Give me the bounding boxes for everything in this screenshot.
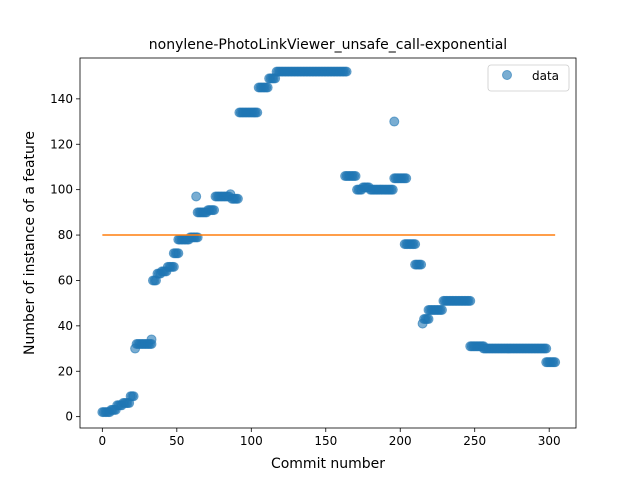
data-point — [410, 239, 421, 250]
legend-label: data — [532, 69, 559, 83]
x-tick-label: 200 — [389, 434, 412, 448]
scatter-series-data — [97, 66, 561, 418]
plot-layer — [97, 66, 561, 418]
data-point — [436, 304, 447, 315]
x-tick-label: 300 — [538, 434, 561, 448]
y-tick-label: 20 — [58, 364, 73, 378]
chart-title: nonylene-PhotoLinkViewer_unsafe_call-exp… — [149, 37, 507, 53]
y-tick-label: 60 — [58, 273, 73, 287]
y-tick-label: 140 — [50, 92, 73, 106]
x-tick-label: 50 — [169, 434, 184, 448]
data-point — [232, 193, 243, 204]
legend-marker — [502, 70, 512, 80]
data-point — [350, 171, 361, 182]
y-tick-label: 100 — [50, 183, 73, 197]
data-point — [423, 314, 434, 325]
data-point — [465, 295, 476, 306]
data-point — [541, 343, 552, 354]
data-point — [128, 391, 139, 402]
y-tick-label: 0 — [65, 410, 73, 424]
x-tick-label: 0 — [99, 434, 107, 448]
x-tick-label: 250 — [463, 434, 486, 448]
data-point — [401, 173, 412, 184]
data-point — [389, 116, 400, 127]
data-point — [341, 66, 352, 77]
data-point — [146, 334, 157, 345]
y-tick-label: 40 — [58, 319, 73, 333]
data-point — [416, 259, 427, 270]
data-point — [191, 191, 202, 202]
y-axis-ticks: 0 20 40 60 80 100 120 140 — [50, 92, 80, 424]
x-tick-label: 100 — [240, 434, 263, 448]
data-point — [252, 107, 263, 118]
data-point — [387, 184, 398, 195]
x-tick-label: 150 — [314, 434, 337, 448]
y-tick-label: 120 — [50, 137, 73, 151]
data-point — [209, 205, 220, 216]
y-tick-label: 80 — [58, 228, 73, 242]
x-axis-label: Commit number — [271, 456, 385, 472]
data-point — [192, 232, 203, 243]
x-axis-ticks: 0 50 100 150 200 250 300 — [99, 428, 561, 448]
data-point — [262, 82, 273, 93]
data-point — [168, 261, 179, 272]
data-point — [550, 357, 561, 368]
y-axis-label: Number of instance of a feature — [22, 131, 38, 355]
data-point — [173, 248, 184, 259]
axes-frame — [79, 57, 577, 429]
legend: data — [487, 64, 570, 92]
